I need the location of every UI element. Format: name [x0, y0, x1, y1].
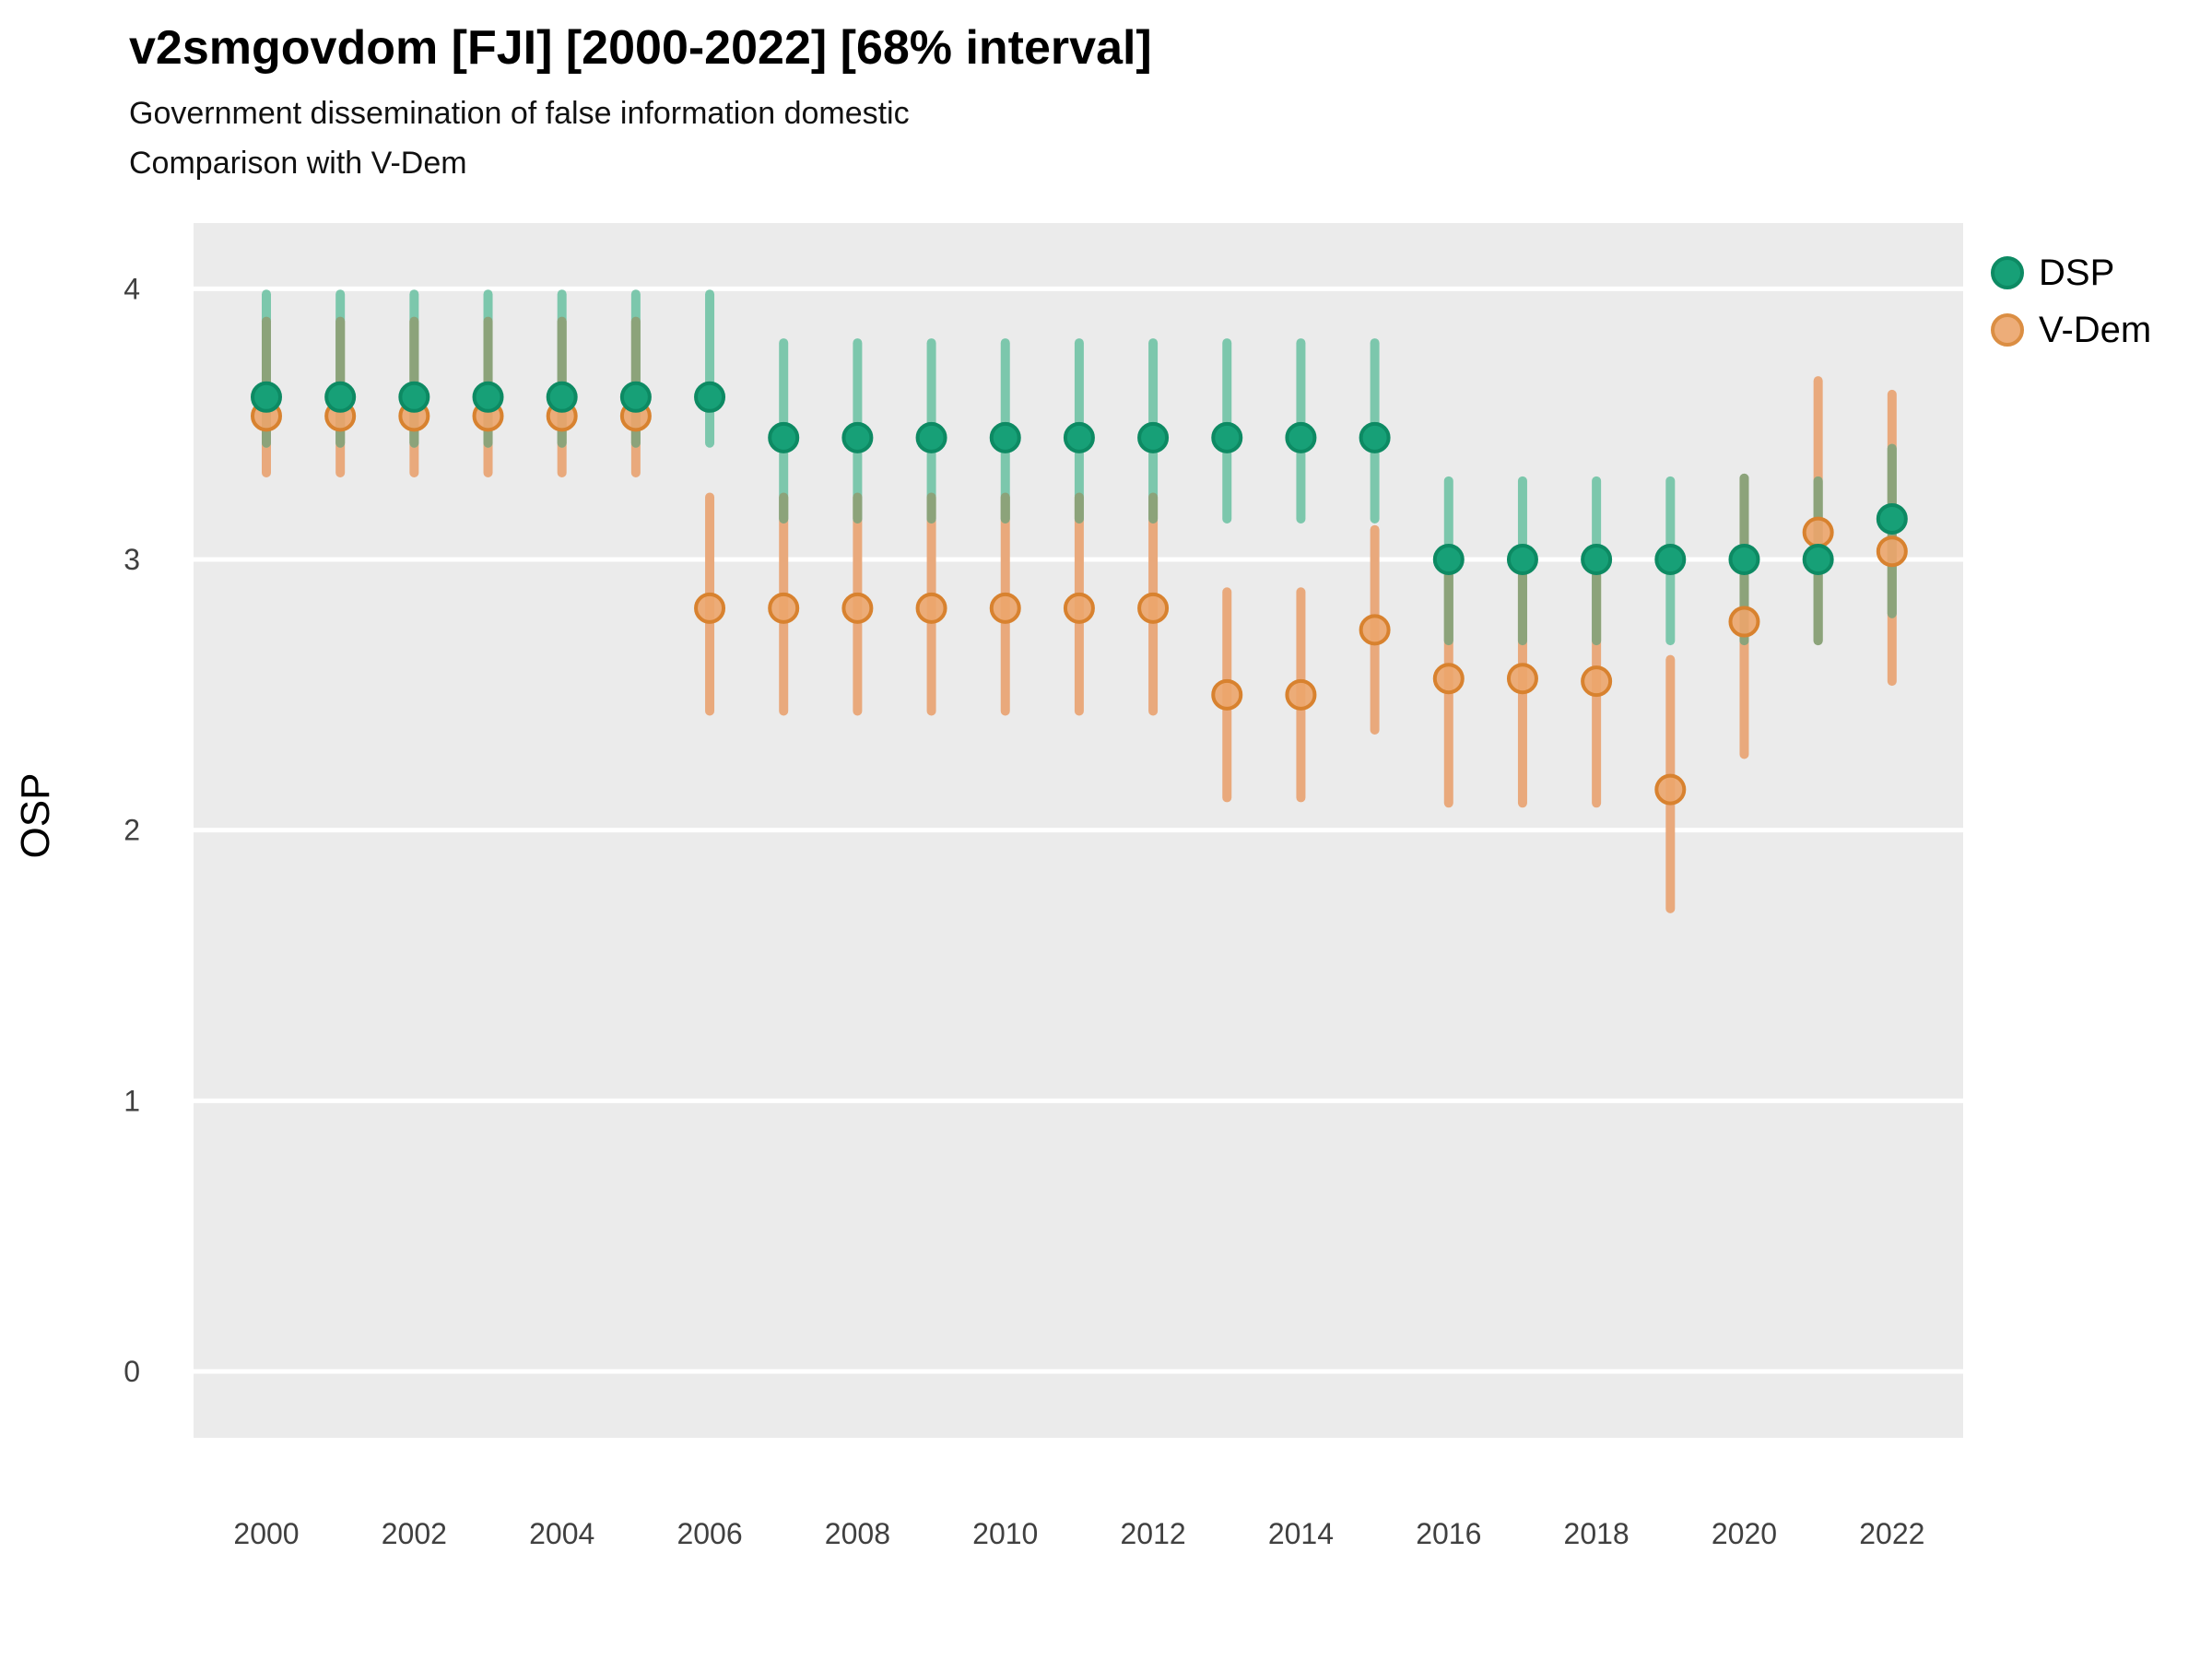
- dsp-point: [1876, 502, 1908, 535]
- dsp-point: [1728, 543, 1760, 575]
- y-axis-title: OSP: [13, 772, 58, 859]
- legend: DSP V-Dem: [1991, 254, 2151, 348]
- vdem-legend-swatch-icon: [1991, 313, 2024, 347]
- x-tick-label: 2014: [1268, 1517, 1334, 1550]
- dsp-point: [619, 381, 652, 413]
- vdem-point: [1876, 535, 1908, 568]
- pointrange-2005: [619, 289, 652, 478]
- dsp-point: [694, 381, 726, 413]
- pointrange-2021: [1802, 376, 1834, 646]
- dsp-point: [1063, 421, 1095, 453]
- vdem-legend-label: V-Dem: [2039, 310, 2152, 350]
- dsp-point: [1432, 543, 1465, 575]
- pointrange-2001: [324, 289, 357, 478]
- dsp-point: [1285, 421, 1317, 453]
- dsp-point: [398, 381, 430, 413]
- dsp-legend-label: DSP: [2039, 253, 2115, 293]
- chart-subtitle-line1: Government dissemination of false inform…: [129, 96, 910, 131]
- chart-title: v2smgovdom [FJI] [2000-2022] [68% interv…: [129, 21, 1152, 75]
- pointrange-2020: [1728, 473, 1760, 759]
- y-tick-label: 2: [124, 814, 140, 847]
- x-tick-label: 2002: [382, 1517, 447, 1550]
- pointrange-2000: [251, 289, 282, 478]
- x-tick-label: 2000: [233, 1517, 299, 1550]
- dsp-point: [768, 421, 800, 453]
- x-tick-label: 2010: [972, 1517, 1038, 1550]
- pointrange-2017: [1506, 476, 1538, 808]
- vdem-point: [989, 592, 1021, 624]
- pointrange-2019: [1654, 476, 1687, 913]
- dsp-point: [251, 381, 282, 413]
- pointrange-2009: [915, 338, 947, 716]
- x-tick-label: 2006: [677, 1517, 742, 1550]
- dsp-point: [1506, 543, 1538, 575]
- dsp-point: [546, 381, 578, 413]
- vdem-point: [841, 592, 874, 624]
- y-tick-label: 3: [124, 543, 140, 576]
- pointrange-2022: [1876, 389, 1908, 687]
- dsp-point: [1137, 421, 1170, 453]
- x-tick-label: 2016: [1416, 1517, 1481, 1550]
- y-tick-label: 0: [124, 1355, 140, 1388]
- vdem-point: [1211, 678, 1243, 711]
- vdem-point: [1359, 614, 1391, 646]
- vdem-point: [1137, 592, 1170, 624]
- dsp-point: [841, 421, 874, 453]
- pointrange-2012: [1137, 338, 1170, 716]
- pointrange-2013: [1211, 338, 1243, 803]
- dsp-point: [1654, 543, 1687, 575]
- x-tick-label: 2022: [1859, 1517, 1924, 1550]
- pointrange-2002: [398, 289, 430, 478]
- chart-subtitle-line2: Comparison with V-Dem: [129, 146, 467, 181]
- vdem-point: [1654, 773, 1687, 806]
- vdem-point: [694, 592, 726, 624]
- legend-item-dsp: DSP: [1991, 254, 2151, 291]
- dsp-legend-swatch-icon: [1991, 256, 2024, 289]
- pointrange-2014: [1285, 338, 1317, 803]
- vdem-point: [1581, 665, 1613, 698]
- vdem-point: [1432, 663, 1465, 695]
- x-tick-label: 2012: [1120, 1517, 1185, 1550]
- pointrange-2007: [768, 338, 800, 716]
- pointrange-2003: [472, 289, 504, 478]
- y-tick-label: 4: [124, 272, 140, 305]
- pointrange-2006: [694, 289, 726, 716]
- pointrange-2008: [841, 338, 874, 716]
- dsp-point: [915, 421, 947, 453]
- pointrange-2016: [1432, 476, 1465, 808]
- pointrange-2010: [989, 338, 1021, 716]
- dsp-point: [1211, 421, 1243, 453]
- x-tick-label: 2008: [825, 1517, 890, 1550]
- pointrange-2018: [1581, 476, 1613, 808]
- dsp-point: [989, 421, 1021, 453]
- vdem-point: [915, 592, 947, 624]
- vdem-point: [1802, 516, 1834, 548]
- vdem-point: [1728, 606, 1760, 638]
- dsp-point: [1359, 421, 1391, 453]
- dsp-point: [1802, 543, 1834, 575]
- vdem-point: [768, 592, 800, 624]
- dsp-point: [1581, 543, 1613, 575]
- pointrange-2004: [546, 289, 578, 478]
- vdem-point: [1506, 663, 1538, 695]
- x-tick-label: 2018: [1564, 1517, 1630, 1550]
- y-tick-label: 1: [124, 1084, 140, 1117]
- x-tick-label: 2004: [529, 1517, 594, 1550]
- pointrange-2011: [1063, 338, 1095, 716]
- vdem-point: [1063, 592, 1095, 624]
- legend-item-vdem: V-Dem: [1991, 312, 2151, 348]
- vdem-point: [1285, 678, 1317, 711]
- pointrange-2015: [1359, 338, 1391, 735]
- dsp-point: [324, 381, 357, 413]
- dsp-point: [472, 381, 504, 413]
- x-tick-label: 2020: [1712, 1517, 1777, 1550]
